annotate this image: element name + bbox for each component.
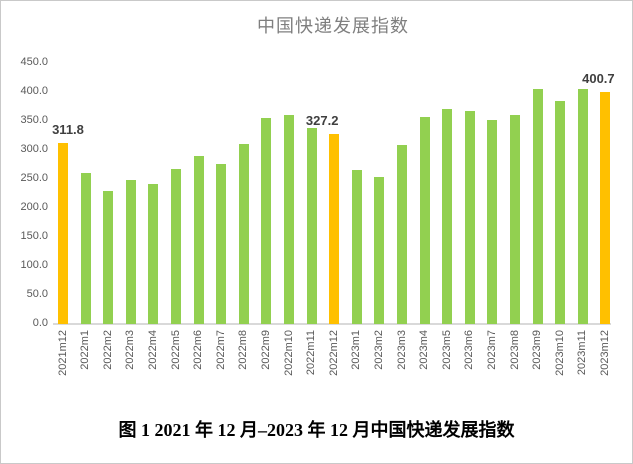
bar-2022m1 [80,173,91,324]
x-tick-label: 2023m2 [372,330,385,370]
value-label-2021m12: 311.8 [52,122,84,138]
y-tick-label: 400.0 [20,85,48,97]
bar-2023m9 [532,88,543,324]
x-tick-label: 2022m11 [305,330,318,376]
x-tick-label: 2023m1 [350,330,363,370]
x-tick-label: 2023m5 [440,330,453,370]
bar-2022m12 [329,134,340,324]
y-tick-label: 300.0 [20,143,48,155]
value-label-2023m12: 400.7 [582,70,615,86]
value-label-2022m12: 327.2 [305,113,339,129]
y-tick-label: 100.0 [20,259,48,271]
bar-2023m7 [487,119,498,324]
bar-2023m3 [397,145,407,324]
x-tick-label: 2021m12 [56,330,69,376]
bar-2022m8 [238,144,249,324]
bar-2022m10 [284,115,294,324]
y-tick-label: 50.0 [26,288,48,300]
bar-2023m8 [510,115,520,324]
bar-2022m5 [171,168,181,324]
bar-2022m6 [193,156,204,324]
bar-2023m2 [374,176,385,324]
x-tick-label: 2022m12 [327,330,340,376]
bar-2023m12 [600,91,611,324]
bar-2021m12 [58,143,68,324]
x-tick-label: 2023m3 [395,330,408,370]
x-tick-label: 2023m9 [531,330,544,370]
y-tick-label: 150.0 [20,230,48,242]
x-tick-label: 2023m12 [598,330,611,376]
y-tick-label: 200.0 [20,201,48,213]
y-tick-label: 250.0 [20,172,48,184]
x-tick-label: 2022m5 [169,330,182,370]
bar-2022m3 [125,179,136,324]
x-tick-label: 2022m4 [146,330,159,370]
bar-2022m9 [261,118,272,324]
bar-2023m5 [442,109,453,324]
bar-2023m10 [555,101,566,324]
figure-caption: 图 1 2021 年 12 月–2023 年 12 月中国快递发展指数 [118,420,515,440]
x-tick-label: 2022m2 [101,330,114,370]
x-tick-label: 2022m8 [237,330,250,370]
x-tick-label: 2022m6 [192,330,205,370]
bar-2023m6 [464,110,475,324]
x-tick-label: 2022m9 [259,330,272,370]
bar-2023m11 [577,88,588,324]
x-tick-label: 2023m7 [485,330,498,370]
x-tick-label: 2022m10 [282,330,295,376]
x-axis-line [53,323,611,325]
x-tick-label: 2023m10 [553,330,566,376]
x-tick-label: 2023m4 [418,330,431,370]
bar-2022m7 [216,163,227,324]
bar-2022m4 [148,183,159,324]
y-tick-label: 450.0 [20,56,48,68]
bar-2022m2 [103,191,114,324]
y-tick-label: 0.0 [32,317,48,329]
x-tick-label: 2023m6 [463,330,476,370]
plot-area [53,63,613,325]
bar-2023m4 [419,116,430,324]
x-tick-label: 2022m7 [214,330,227,370]
chart-title: 中国快递发展指数 [257,16,409,36]
y-tick-label: 350.0 [20,114,48,126]
x-tick-label: 2023m8 [508,330,521,370]
x-tick-label: 2022m3 [124,330,137,370]
bar-2023m1 [351,170,362,324]
bar-2022m11 [306,127,317,324]
x-tick-label: 2023m11 [576,330,589,376]
x-tick-label: 2022m1 [79,330,92,370]
